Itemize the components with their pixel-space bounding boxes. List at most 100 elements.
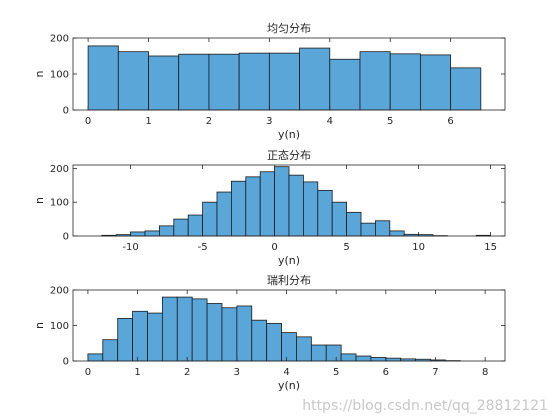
x-axis-label: y(n) [278,379,300,392]
histogram-bar [251,319,268,362]
histogram-bar [236,305,253,362]
y-axis-label: n [33,322,46,329]
histogram-bar [259,171,276,237]
histogram-bar [389,53,421,111]
histogram-bar [178,53,210,111]
histogram-bar [268,52,300,111]
histogram-bar [374,220,391,237]
chart-title: 瑞利分布 [267,273,311,287]
histogram-bar [310,344,327,362]
normal-histogram-plot: -10 -5 0 5 10 15 0 100 200 正态分布 y(n) n [33,149,506,267]
x-tick-label: 1 [145,116,151,127]
histogram-bar [102,339,119,362]
chart-title: 正态分布 [267,149,311,162]
histogram-bar [389,230,405,237]
y-tick-label: 100 [50,198,69,209]
histogram-bar [340,353,357,362]
x-axis-label: y(n) [278,128,300,141]
histogram-bar [87,45,119,111]
histogram-bar [117,317,133,362]
histogram-bar [176,296,193,362]
x-tick-label: 7 [432,367,438,378]
x-tick-label: 10 [412,242,425,253]
histogram-bar [317,189,333,237]
histogram-bar [132,310,148,362]
histogram-bar [117,51,149,111]
x-tick-label: -10 [122,242,138,253]
histogram-bar [370,357,387,362]
x-tick-label: 2 [206,116,212,127]
y-tick-label: 0 [63,357,69,368]
histogram-bar [187,214,203,237]
histogram-bar [144,230,160,237]
histogram-bar [281,332,297,362]
y-tick-label: 200 [50,164,69,175]
histogram-bar [191,298,208,362]
histogram-bar [206,303,223,362]
histogram-bar [346,211,362,237]
x-tick-label: 0 [85,367,91,378]
x-tick-label: 3 [266,116,272,127]
uniform-histogram-plot: 0 1 2 3 4 5 6 0 100 200 均匀分布 y(n) n [33,22,506,141]
histogram-bar [360,222,376,237]
y-axis-label: n [33,197,46,204]
y-axis-label: n [33,70,46,77]
histogram-bar [385,357,402,362]
x-tick-label: 5 [343,242,349,253]
histogram-bar [359,51,391,111]
histogram-bar [147,312,163,362]
histogram-bar [87,353,104,362]
histogram-bar [274,166,290,237]
x-tick-label: 15 [484,242,497,253]
histogram-bar [216,191,232,237]
y-tick-label: 0 [63,232,69,243]
x-tick-label: 1 [134,367,140,378]
histogram-bar [130,231,146,237]
histogram-bar [238,52,270,111]
histogram-bar [331,201,348,237]
x-tick-label: 2 [184,367,190,378]
y-tick-label: 100 [50,321,69,332]
histogram-bar [288,174,304,237]
histogram-bar [266,322,282,362]
rayleigh-histogram-plot: 0 1 2 3 4 5 6 7 8 0 100 200 瑞利分布 y(n) n [33,273,506,392]
x-tick-label: 6 [383,367,389,378]
histogram-bar [208,53,240,111]
chart-title: 均匀分布 [267,22,311,35]
histogram-bar [420,54,452,111]
x-tick-label: 8 [482,367,488,378]
x-tick-label: 5 [333,367,339,378]
histogram-bar [450,67,482,111]
watermark-text: https://blog.csdn.net/qq_28812121 [302,398,548,414]
x-tick-label: 4 [327,116,333,127]
y-tick-label: 100 [50,70,69,81]
histogram-bar [355,355,372,362]
histogram-bar [299,47,331,111]
y-tick-label: 200 [50,34,69,45]
histogram-bar [173,218,189,237]
histogram-bar [325,344,342,362]
x-tick-label: 4 [283,367,289,378]
x-tick-label: 0 [271,242,277,253]
histogram-bar [148,55,180,111]
histogram-bar [230,180,247,237]
histogram-bar [296,336,312,362]
x-tick-label: 3 [234,367,240,378]
x-tick-label: 5 [387,116,393,127]
axes-box [72,164,506,237]
histogram-bar [245,176,261,237]
histogram-bar [221,307,238,362]
histogram-bar [161,296,178,362]
y-tick-label: 0 [63,106,69,117]
y-tick-label: 200 [50,286,69,297]
x-tick-label: -5 [198,242,208,253]
histogram-bar [202,201,218,237]
histogram-bar [158,225,175,237]
x-tick-label: 6 [447,116,453,127]
x-tick-label: 0 [85,116,91,127]
histogram-bar [329,58,361,111]
x-axis-label: y(n) [278,254,300,267]
histogram-bar [302,181,319,237]
